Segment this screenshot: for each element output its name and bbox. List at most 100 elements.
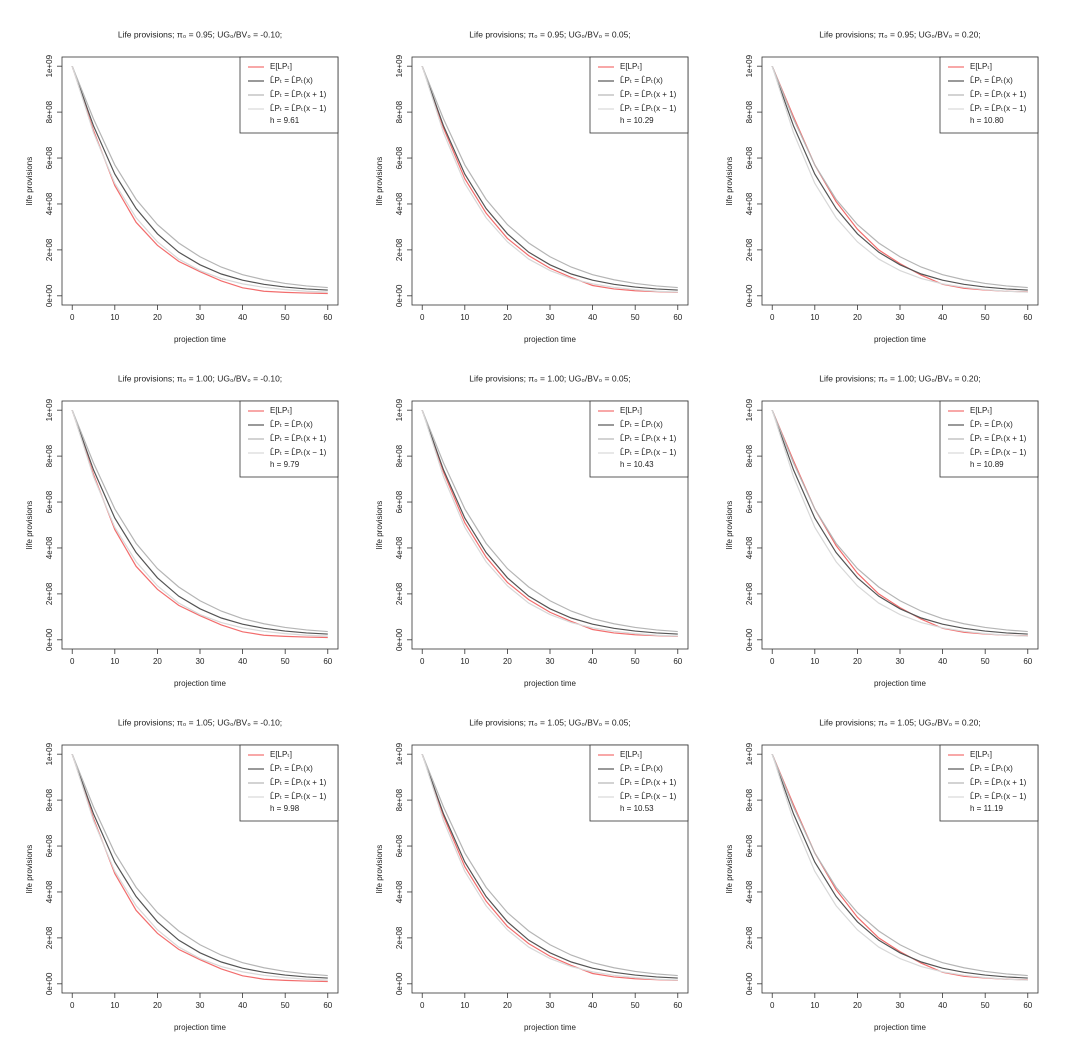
legend-label: E[LPₜ]: [620, 750, 642, 759]
x-tick-label: 40: [238, 313, 247, 322]
x-tick-label: 60: [1023, 313, 1032, 322]
x-tick-label: 0: [770, 657, 775, 666]
x-tick-label: 50: [631, 657, 640, 666]
chart-title: Life provisions; π₀ = 1.00; UG₀/BV₀ = 0.…: [469, 373, 631, 383]
chart-panel: Life provisions; π₀ = 0.95; UG₀/BV₀ = 0.…: [725, 29, 1039, 344]
legend-label: L̂Pₜ = L̂Pₜ(x): [970, 420, 1013, 429]
legend-label: L̂Pₜ = L̂Pₜ(x + 1): [270, 434, 327, 443]
x-tick-label: 50: [981, 657, 990, 666]
chart-panel: Life provisions; π₀ = 1.00; UG₀/BV₀ = 0.…: [725, 373, 1039, 688]
series-line: [771, 753, 1028, 979]
chart-title: Life provisions; π₀ = 1.05; UG₀/BV₀ = 0.…: [819, 717, 981, 727]
x-tick-label: 10: [460, 1001, 469, 1010]
y-tick-label: 1e+09: [745, 54, 754, 77]
x-tick-label: 30: [896, 1001, 905, 1010]
legend-label: L̂Pₜ = L̂Pₜ(x + 1): [970, 434, 1027, 443]
chart-panel: Life provisions; π₀ = 1.05; UG₀/BV₀ = -0…: [25, 717, 339, 1032]
x-tick-label: 20: [153, 1001, 162, 1010]
y-tick-label: 0e+00: [745, 972, 754, 995]
legend-label: L̂Pₜ = L̂Pₜ(x + 1): [270, 778, 327, 787]
legend-label: L̂Pₜ = L̂Pₜ(x): [620, 420, 663, 429]
x-tick-label: 40: [938, 657, 947, 666]
legend-label: L̂Pₜ = L̂Pₜ(x − 1): [270, 104, 327, 113]
y-tick-label: 8e+08: [395, 100, 404, 123]
y-tick-label: 4e+08: [395, 536, 404, 559]
y-tick-label: 6e+08: [395, 146, 404, 169]
series-line: [421, 409, 678, 635]
x-axis-label: projection time: [874, 679, 927, 688]
y-tick-label: 1e+09: [745, 742, 754, 765]
legend-label: E[LPₜ]: [270, 406, 292, 415]
y-tick-label: 8e+08: [45, 444, 54, 467]
chart-panel: Life provisions; π₀ = 1.00; UG₀/BV₀ = -0…: [25, 373, 339, 688]
y-tick-label: 4e+08: [45, 192, 54, 215]
y-tick-label: 6e+08: [45, 490, 54, 513]
series-line: [71, 754, 328, 981]
y-tick-label: 2e+08: [45, 582, 54, 605]
x-tick-label: 10: [460, 313, 469, 322]
y-tick-label: 8e+08: [745, 444, 754, 467]
series-line: [421, 65, 678, 289]
chart-panel: Life provisions; π₀ = 1.05; UG₀/BV₀ = 0.…: [375, 717, 689, 1032]
x-tick-label: 60: [1023, 657, 1032, 666]
x-tick-label: 20: [503, 1001, 512, 1010]
y-axis-label: life provisions: [25, 845, 34, 893]
legend-label: L̂Pₜ = L̂Pₜ(x): [970, 76, 1013, 85]
y-tick-label: 4e+08: [745, 536, 754, 559]
y-tick-label: 0e+00: [395, 628, 404, 651]
y-axis-label: life provisions: [25, 501, 34, 549]
legend-label: L̂Pₜ = L̂Pₜ(x − 1): [970, 792, 1027, 801]
chart-panel: Life provisions; π₀ = 0.95; UG₀/BV₀ = -0…: [25, 29, 339, 344]
x-tick-label: 50: [631, 1001, 640, 1010]
y-tick-label: 2e+08: [45, 926, 54, 949]
chart-title: Life provisions; π₀ = 1.05; UG₀/BV₀ = -0…: [118, 717, 282, 727]
x-tick-label: 40: [588, 657, 597, 666]
series-line: [71, 754, 328, 983]
x-tick-label: 40: [938, 1001, 947, 1010]
y-tick-label: 2e+08: [395, 238, 404, 261]
y-tick-label: 0e+00: [45, 972, 54, 995]
x-axis-label: projection time: [174, 335, 227, 344]
x-tick-label: 30: [546, 313, 555, 322]
y-tick-label: 2e+08: [395, 582, 404, 605]
series-line: [771, 753, 1028, 977]
chart-title: Life provisions; π₀ = 1.05; UG₀/BV₀ = 0.…: [469, 717, 631, 727]
legend-label: L̂Pₜ = L̂Pₜ(x + 1): [270, 90, 327, 99]
y-axis-label: life provisions: [725, 157, 734, 205]
x-tick-label: 50: [631, 313, 640, 322]
y-tick-label: 1e+09: [395, 54, 404, 77]
legend-label: L̂Pₜ = L̂Pₜ(x): [620, 76, 663, 85]
legend-label: L̂Pₜ = L̂Pₜ(x − 1): [270, 448, 327, 457]
y-axis-label: life provisions: [725, 845, 734, 893]
annotation: h = 11.19: [970, 804, 1004, 813]
series-line: [421, 65, 678, 291]
y-tick-label: 6e+08: [745, 146, 754, 169]
chart-panel: Life provisions; π₀ = 1.05; UG₀/BV₀ = 0.…: [725, 717, 1039, 1032]
x-axis-label: projection time: [524, 679, 577, 688]
series-line: [771, 410, 1028, 637]
legend-label: L̂Pₜ = L̂Pₜ(x + 1): [620, 778, 677, 787]
y-tick-label: 1e+09: [395, 742, 404, 765]
legend-label: L̂Pₜ = L̂Pₜ(x − 1): [970, 448, 1027, 457]
x-axis-label: projection time: [874, 1023, 927, 1032]
x-tick-label: 60: [323, 1001, 332, 1010]
chart-panel: Life provisions; π₀ = 0.95; UG₀/BV₀ = 0.…: [375, 29, 689, 344]
x-tick-label: 20: [153, 313, 162, 322]
y-tick-label: 8e+08: [745, 100, 754, 123]
y-tick-label: 6e+08: [395, 490, 404, 513]
y-tick-label: 2e+08: [745, 582, 754, 605]
x-tick-label: 30: [196, 313, 205, 322]
y-tick-label: 4e+08: [395, 192, 404, 215]
y-tick-label: 0e+00: [45, 628, 54, 651]
legend-label: L̂Pₜ = L̂Pₜ(x): [270, 764, 313, 773]
legend-label: L̂Pₜ = L̂Pₜ(x + 1): [970, 90, 1027, 99]
y-tick-label: 1e+09: [745, 398, 754, 421]
x-tick-label: 20: [853, 657, 862, 666]
series-line: [71, 66, 328, 293]
x-tick-label: 40: [588, 1001, 597, 1010]
x-tick-label: 20: [503, 657, 512, 666]
y-tick-label: 8e+08: [45, 788, 54, 811]
y-tick-label: 0e+00: [395, 972, 404, 995]
series-line: [771, 409, 1028, 633]
legend-label: L̂Pₜ = L̂Pₜ(x + 1): [620, 434, 677, 443]
